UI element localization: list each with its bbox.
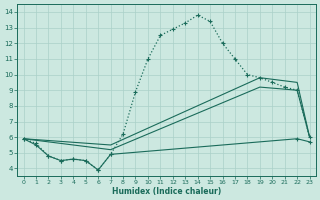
X-axis label: Humidex (Indice chaleur): Humidex (Indice chaleur) <box>112 187 221 196</box>
